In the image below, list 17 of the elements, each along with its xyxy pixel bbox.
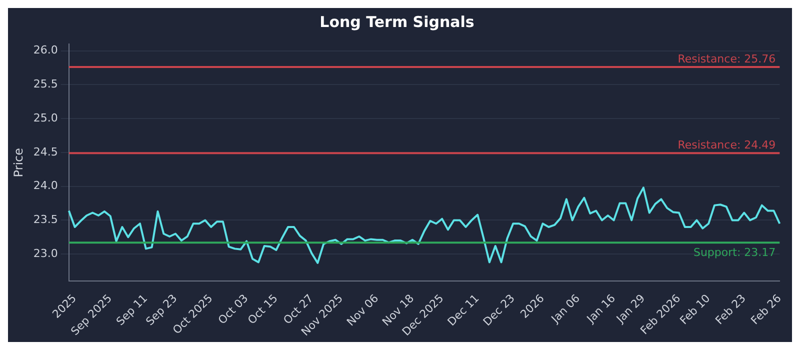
- y-tick-label: 25.0: [33, 111, 58, 124]
- y-tick-label: 26.0: [33, 44, 58, 57]
- y-tick-label: 23.0: [33, 246, 58, 260]
- x-tick-label: Feb 23: [712, 292, 748, 328]
- y-tick-label: 25.5: [33, 78, 58, 91]
- ref-line-label: Resistance: 24.49: [678, 138, 776, 152]
- x-tick-label: Dec 23: [480, 292, 518, 328]
- y-tick-label: 23.5: [33, 213, 58, 226]
- chart-title: Long Term Signals: [320, 12, 474, 31]
- x-tick-label: Jan 06: [548, 292, 582, 326]
- y-tick-label: 24.0: [33, 179, 58, 192]
- y-axis-title: Price: [11, 148, 26, 178]
- x-tick-label: Feb 26: [748, 292, 784, 328]
- ref-line-label: Support: 23.17: [693, 246, 776, 259]
- x-tick-label: Dec 11: [445, 292, 482, 328]
- y-tick-label: 24.5: [33, 145, 58, 158]
- ref-line-label: Resistance: 25.76: [678, 52, 776, 66]
